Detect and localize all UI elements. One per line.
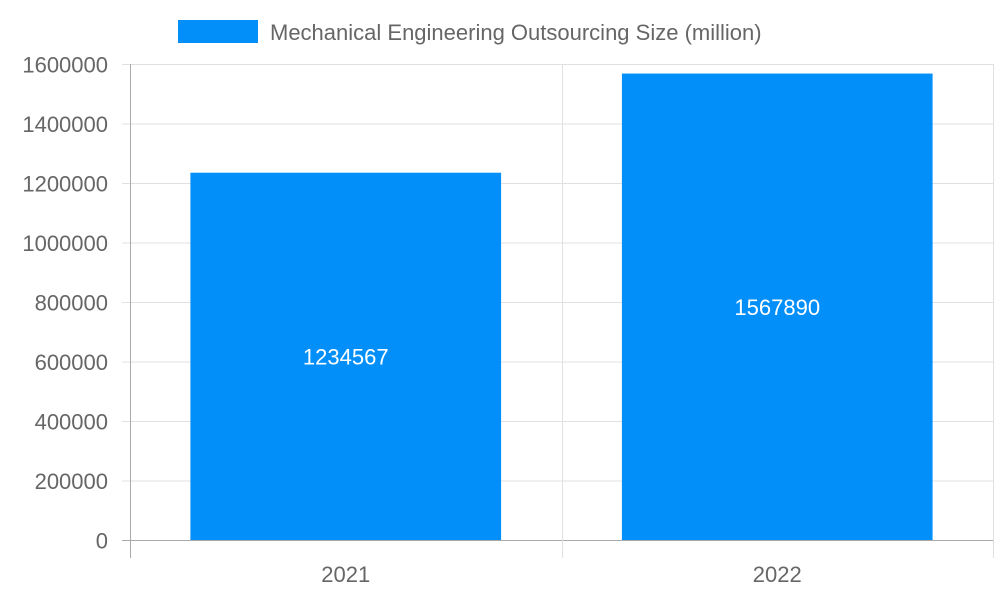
y-tick-label: 800000 <box>35 291 108 316</box>
x-tick-label: 2021 <box>321 562 370 587</box>
y-tick-label: 1000000 <box>22 231 108 256</box>
y-tick-label: 0 <box>96 529 108 554</box>
legend-label[interactable]: Mechanical Engineering Outsourcing Size … <box>270 20 762 45</box>
data-label: 1567890 <box>734 295 820 320</box>
y-tick-label: 1200000 <box>22 172 108 197</box>
y-tick-label: 1600000 <box>22 53 108 78</box>
bars: 1234567 1567890 <box>190 73 933 541</box>
bar <box>190 172 502 541</box>
x-tick-label: 2022 <box>753 562 802 587</box>
data-label: 1234567 <box>303 344 389 369</box>
bar <box>621 73 933 540</box>
y-tick-label: 600000 <box>35 350 108 375</box>
axes: 0 200000 400000 600000 800000 1000000 1200000 1… <box>22 53 801 588</box>
y-tick-label: 400000 <box>35 410 108 435</box>
legend-swatch[interactable] <box>178 20 258 43</box>
y-tick-label: 1400000 <box>22 112 108 137</box>
y-tick-label: 200000 <box>35 469 108 494</box>
legend[interactable]: Mechanical Engineering Outsourcing Size … <box>178 20 762 45</box>
